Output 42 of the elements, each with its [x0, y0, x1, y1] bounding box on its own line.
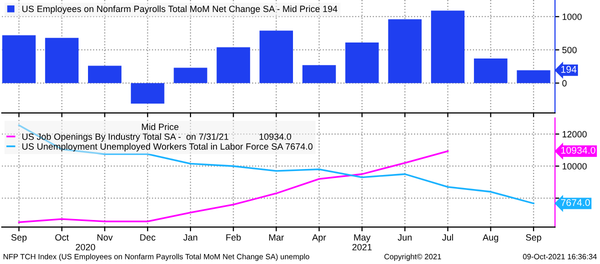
legend-title: Mid Price: [142, 123, 178, 130]
x-tick-label: Apr: [312, 234, 326, 242]
text: 2020: [76, 244, 96, 250]
bar: [302, 65, 336, 84]
legend-label: US Unemployment Unemployed Workers Total in Labor Force SA 7674.0: [22, 143, 313, 152]
line-series: [18, 124, 534, 204]
legend-label: US Employees on Nonfarm Payrolls Total MoM Net Change SA - Mid Price 194: [22, 5, 338, 14]
bar: [474, 58, 508, 84]
line-series: [18, 150, 449, 224]
bar: [516, 70, 550, 84]
text: 194: [561, 66, 576, 73]
x-tick-label: Jul: [442, 234, 453, 241]
y-tick-label: 500: [562, 46, 577, 54]
text: 10934.0: [561, 146, 596, 154]
bar: [174, 68, 208, 84]
bar: [345, 42, 379, 84]
y-tick-label: 12000: [562, 131, 587, 138]
y-tick-label: 0: [562, 80, 567, 86]
bar: [130, 83, 164, 104]
x-tick-label: Jan: [183, 234, 198, 241]
bar: [2, 35, 36, 84]
y-tick-label: 1000: [562, 14, 582, 20]
text: 7674.0: [561, 199, 590, 206]
x-tick-label: Sep: [11, 234, 27, 242]
y-tick-label: 10000: [562, 163, 587, 170]
x-tick-label: Mar: [269, 234, 284, 241]
bar: [260, 30, 293, 84]
x-tick-label: Sep: [526, 234, 542, 242]
legend-label: US Job Openings By Industry Total SA - on 7/31/21 10934.0: [22, 133, 292, 142]
bar: [388, 19, 422, 84]
x-tick-label: Feb: [226, 234, 241, 241]
x-tick-label: May: [354, 234, 371, 242]
bar: [45, 38, 79, 84]
x-tick-label: Jun: [398, 234, 412, 241]
x-tick-label: Aug: [482, 234, 498, 242]
bar: [216, 47, 250, 84]
bar: [88, 66, 122, 84]
bar: [431, 10, 465, 84]
x-tick-label: Dec: [140, 234, 156, 241]
x-tick-label: Nov: [97, 234, 113, 241]
x-tick-label: Oct: [55, 234, 69, 241]
text: 2021: [352, 244, 372, 250]
